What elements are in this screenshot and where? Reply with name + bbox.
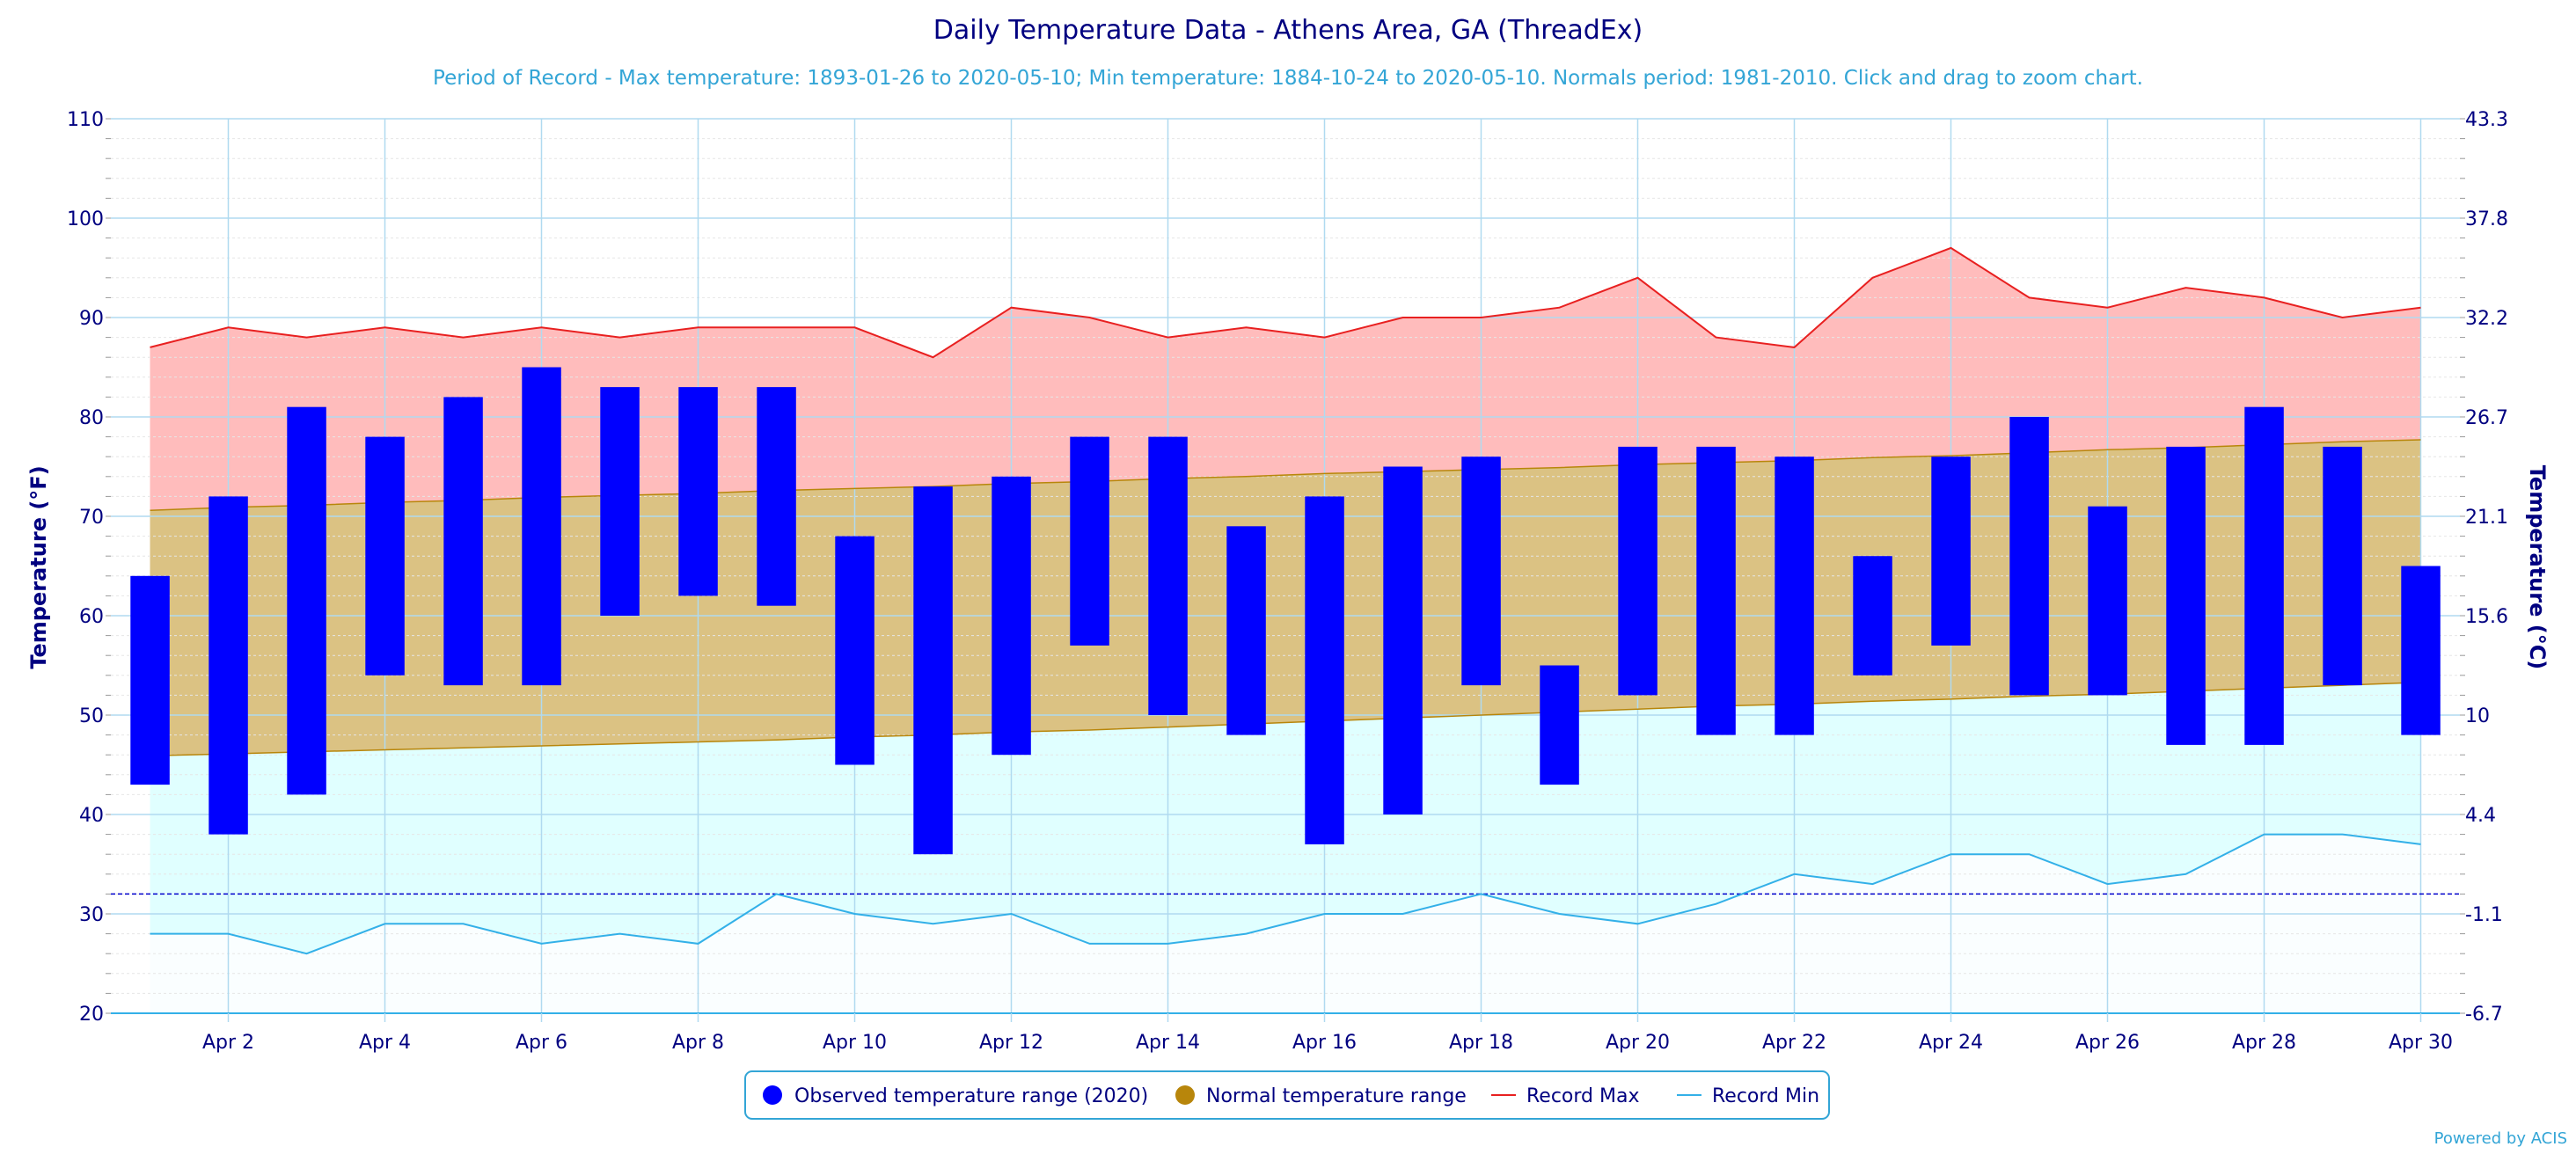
record-lines [111, 246, 2460, 955]
x-tick-label: Apr 22 [1762, 1032, 1826, 1054]
observed-bar[interactable] [2088, 506, 2127, 696]
legend-box [744, 1070, 1830, 1120]
x-tick-label: Apr 10 [823, 1032, 887, 1054]
x-tick-label: Apr 30 [2389, 1032, 2453, 1054]
legend-record-min-label: Record Min [1712, 1085, 1819, 1107]
legend-normal-marker [1175, 1085, 1195, 1105]
legend-observed-label: Observed temperature range (2020) [794, 1085, 1148, 1107]
observed-bar[interactable] [209, 496, 248, 835]
x-tick-label: Apr 16 [1292, 1032, 1357, 1054]
observed-bar[interactable] [1931, 456, 1971, 646]
record-min-area [150, 682, 2421, 954]
normal-low-line [150, 681, 2421, 757]
x-tick-label: Apr 24 [1919, 1032, 1983, 1054]
y-tick-label-left: 70 [79, 507, 104, 529]
y-tick-label-left: 30 [79, 904, 104, 926]
observed-bar[interactable] [757, 387, 796, 606]
observed-bar[interactable] [1540, 665, 1579, 785]
record-max-line[interactable] [150, 246, 2421, 359]
observed-bar[interactable] [2166, 446, 2206, 745]
observed-bar[interactable] [835, 536, 875, 765]
observed-bar[interactable] [130, 575, 170, 785]
x-tick-label: Apr 2 [202, 1032, 254, 1054]
observed-bar[interactable] [1148, 436, 1188, 715]
observed-bar[interactable] [2323, 446, 2362, 686]
chart-credit[interactable]: Powered by ACIS [2434, 1129, 2567, 1148]
y-tick-label-right: -1.1 [2465, 904, 2503, 926]
x-tick-label: Apr 14 [1136, 1032, 1200, 1054]
observed-bar[interactable] [1226, 526, 1266, 735]
observed-bar[interactable] [1383, 466, 1423, 815]
y-tick-label-left: 110 [67, 109, 104, 131]
observed-bar[interactable] [913, 486, 953, 855]
record-min-line[interactable] [150, 833, 2421, 955]
observed-bar[interactable] [1696, 446, 1736, 735]
observed-bar[interactable] [992, 476, 1031, 756]
y-tick-label-right: 4.4 [2465, 805, 2496, 827]
x-tick-label: Apr 20 [1606, 1032, 1670, 1054]
y-tick-label-right: 21.1 [2465, 507, 2508, 529]
y-tick-label-left: 40 [79, 805, 104, 827]
x-axis-ticks: Apr 2 Apr 4 Apr 6 Apr 8 Apr 10 Apr 12 Apr 14 Ap… [202, 1032, 2453, 1054]
y-tick-label-left: 80 [79, 407, 104, 429]
observed-bar[interactable] [443, 397, 483, 686]
x-tick-label: Apr 12 [979, 1032, 1043, 1054]
observed-bar[interactable] [522, 367, 561, 686]
observed-bar[interactable] [287, 406, 326, 795]
y-axis-right-title: Temperature (°C) [2525, 465, 2550, 670]
y-axis-left-ticks: 20 30 40 50 60 70 80 90 100 110 [67, 109, 104, 1026]
observed-bar[interactable] [2244, 406, 2284, 745]
x-tick-label: Apr 6 [516, 1032, 567, 1054]
legend-observed-marker [763, 1085, 782, 1105]
y-tick-label-right: 43.3 [2465, 109, 2508, 131]
y-tick-label-left: 50 [79, 705, 104, 727]
chart-subtitle: Period of Record - Max temperature: 1893… [433, 67, 2143, 90]
y-axis-left-title: Temperature (°F) [26, 465, 51, 668]
legend-normal-label: Normal temperature range [1206, 1085, 1467, 1107]
observed-bar[interactable] [1070, 436, 1109, 646]
legend-item-record-max[interactable]: Record Max [1491, 1085, 1640, 1107]
observed-bar[interactable] [1305, 496, 1344, 844]
area-fills [150, 247, 2421, 1013]
observed-bar[interactable] [600, 387, 640, 616]
observed-bar[interactable] [2401, 566, 2441, 735]
x-tick-label: Apr 8 [672, 1032, 724, 1054]
x-tick-label: Apr 28 [2232, 1032, 2296, 1054]
y-tick-label-right: -6.7 [2465, 1004, 2503, 1026]
x-tick-label: Apr 4 [359, 1032, 411, 1054]
legend: Observed temperature range (2020) Normal… [744, 1070, 1830, 1120]
y-tick-label-right: 15.6 [2465, 606, 2508, 628]
y-tick-label-left: 60 [79, 606, 104, 628]
legend-item-observed[interactable]: Observed temperature range (2020) [763, 1085, 1148, 1107]
observed-bar[interactable] [1618, 446, 1658, 696]
chart-title: Daily Temperature Data - Athens Area, GA… [933, 15, 1643, 46]
y-tick-label-right: 10 [2465, 705, 2490, 727]
observed-bar[interactable] [1853, 556, 1892, 676]
x-tick-label: Apr 18 [1449, 1032, 1513, 1054]
legend-record-max-label: Record Max [1526, 1085, 1640, 1107]
y-axis-right-ticks: -6.7 -1.1 4.4 10 15.6 21.1 26.7 32.2 37.8 43.3 [2465, 109, 2508, 1026]
y-tick-label-left: 20 [79, 1004, 104, 1026]
observed-bar[interactable] [365, 436, 405, 676]
y-tick-label-left: 90 [79, 308, 104, 330]
y-tick-label-right: 32.2 [2465, 308, 2508, 330]
gridlines [111, 118, 2460, 1014]
observed-bar[interactable] [1461, 456, 1501, 686]
y-tick-label-left: 100 [67, 208, 104, 230]
x-tick-label: Apr 26 [2075, 1032, 2140, 1054]
legend-item-record-min[interactable]: Record Min [1677, 1085, 1819, 1107]
y-tick-label-right: 37.8 [2465, 208, 2508, 230]
observed-bar[interactable] [2009, 417, 2049, 696]
observed-bars [130, 367, 2441, 855]
legend-item-normal[interactable]: Normal temperature range [1175, 1085, 1467, 1107]
y-tick-label-right: 26.7 [2465, 407, 2508, 429]
axes [106, 118, 2465, 1022]
observed-bar[interactable] [678, 387, 718, 596]
observed-bar[interactable] [1775, 456, 1814, 735]
